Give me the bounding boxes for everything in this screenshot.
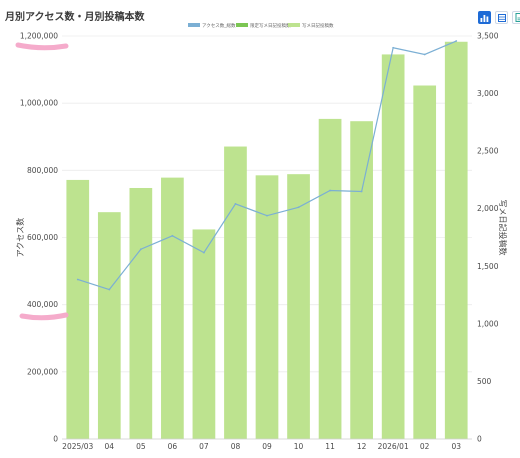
line-point: [423, 53, 426, 56]
legend-label: アクセス数_総数: [202, 22, 236, 29]
line-point: [171, 234, 174, 237]
line-point: [455, 40, 458, 42]
x-tick-label: 2025/03: [62, 442, 93, 451]
line-point: [76, 278, 79, 281]
x-tick-label: 03: [451, 442, 461, 451]
bar-12: [350, 121, 373, 439]
line-point: [108, 288, 111, 291]
table-view-icon: [497, 13, 506, 22]
y-right-tick-label: 2,000: [477, 204, 499, 213]
legend-swatch: [236, 23, 248, 27]
chart-view-button[interactable]: [478, 11, 491, 24]
y-right-tick-label: 0: [477, 435, 482, 444]
legend-swatch: [288, 23, 300, 27]
bar-08: [224, 146, 247, 439]
line-point: [360, 190, 363, 193]
y-right-tick-label: 1,500: [477, 262, 499, 271]
y-left-tick-label: 800,000: [27, 166, 58, 175]
bar-10: [287, 174, 310, 439]
y-left-tick-label: 1,000,000: [20, 99, 58, 108]
bar-04: [97, 212, 121, 439]
legend-label: 写メ日記投稿数: [302, 22, 334, 29]
x-tick-label: 09: [262, 442, 272, 451]
line-point: [297, 206, 300, 209]
line-point: [266, 214, 268, 217]
bar-chart-icon: [480, 14, 489, 22]
bar-09: [255, 175, 279, 439]
legend-label: 限定写メ日記投稿数: [250, 22, 291, 29]
y-right-tick-label: 1,000: [477, 319, 499, 328]
x-tick-label: 07: [199, 442, 209, 451]
x-tick-label: 02: [420, 442, 430, 451]
y-right-tick-label: 500: [477, 377, 492, 386]
x-tick-label: 08: [231, 442, 241, 451]
y-left-tick-label: 400,000: [27, 300, 58, 309]
bar-06: [161, 177, 184, 439]
y-left-tick-label: 0: [53, 435, 58, 444]
bar-07: [192, 229, 216, 439]
highlighter-mark-top: [15, 42, 69, 51]
x-tick-label: 05: [136, 442, 146, 451]
y-left-tick-label: 600,000: [27, 233, 58, 242]
line-point: [329, 189, 331, 192]
x-tick-label: 11: [325, 442, 335, 451]
page-title: 月別アクセス数・月別投稿本数: [5, 12, 145, 23]
bar-11: [318, 118, 342, 439]
line-point: [234, 203, 237, 205]
x-tick-label: 04: [105, 442, 115, 451]
highlighter-mark-middle: [19, 312, 69, 321]
x-tick-label: 06: [168, 442, 178, 451]
legend-swatch: [188, 23, 200, 27]
y-right-tick-label: 2,500: [477, 147, 499, 156]
line-point: [203, 251, 205, 254]
y-left-axis-title: アクセス数: [15, 218, 25, 258]
x-tick-label: 10: [294, 442, 304, 451]
x-tick-label: 12: [357, 442, 367, 451]
table-view-button[interactable]: [495, 11, 508, 24]
y-left-tick-label: 200,000: [27, 367, 58, 376]
chart-view-toolbar: [478, 11, 520, 24]
y-right-axis-title: 写メ日記投稿数: [498, 200, 508, 256]
y-left-tick-label: 1,200,000: [20, 32, 58, 41]
bar-05: [129, 187, 153, 439]
x-tick-label: 2026/01: [378, 442, 409, 451]
y-right-tick-label: 3,000: [477, 89, 499, 98]
bar-03: [444, 41, 468, 439]
line-point: [392, 46, 395, 49]
bar-2025-03: [66, 179, 90, 439]
y-right-tick-label: 3,500: [477, 32, 499, 41]
bar-02: [413, 85, 437, 440]
line-point: [139, 248, 142, 251]
bar-2026-01: [381, 54, 405, 440]
